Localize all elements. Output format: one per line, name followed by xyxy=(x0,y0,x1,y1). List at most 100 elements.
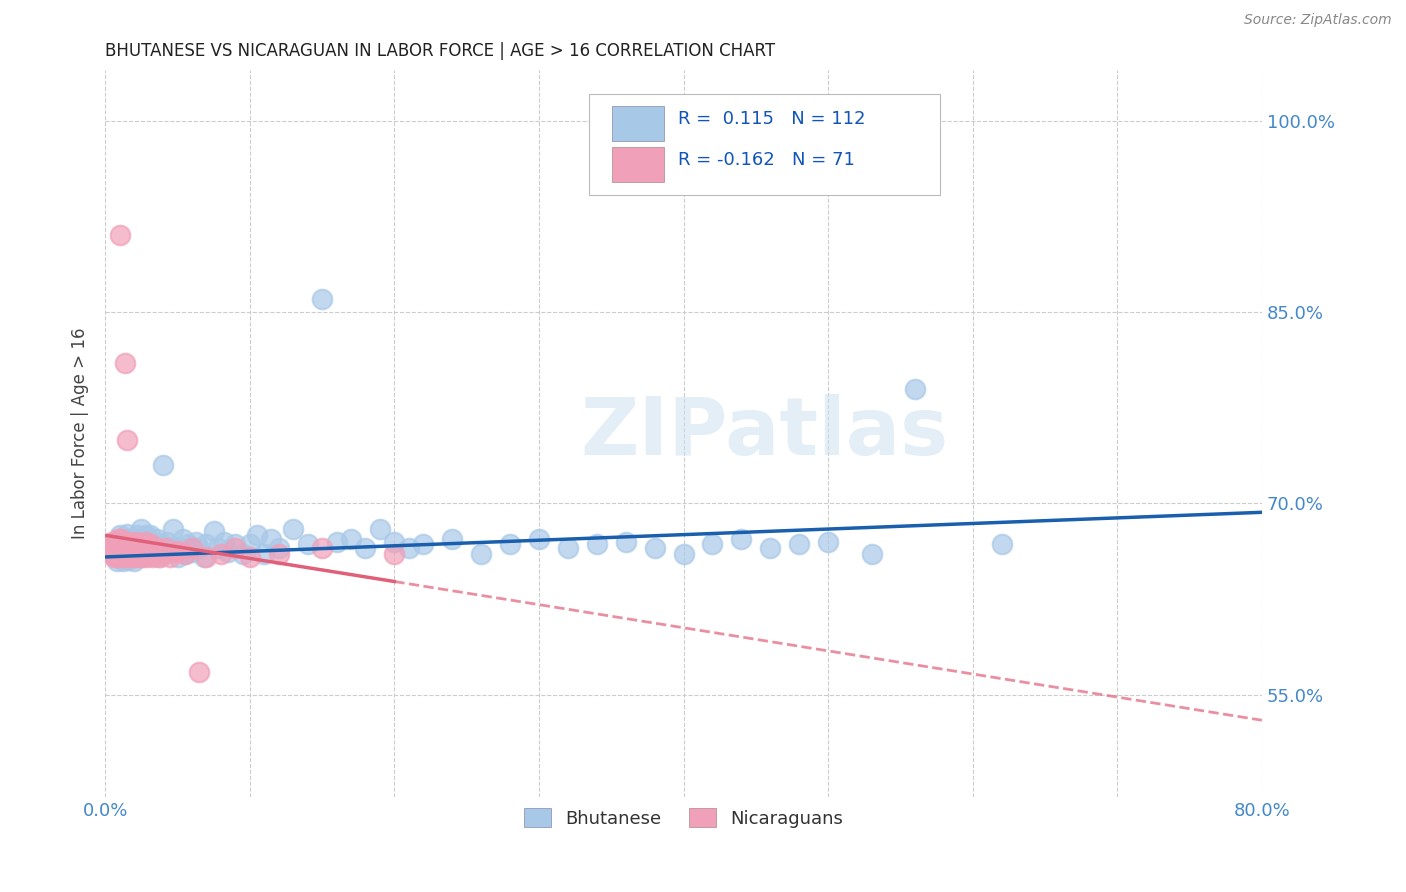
Point xyxy=(100,548,122,562)
Point xyxy=(188,665,211,679)
Point xyxy=(131,534,153,549)
Point xyxy=(173,548,195,562)
Point xyxy=(239,537,262,551)
Text: R = -0.162   N = 71: R = -0.162 N = 71 xyxy=(678,151,855,169)
Point xyxy=(115,433,138,447)
Point xyxy=(121,543,143,558)
Point xyxy=(125,537,148,551)
Point xyxy=(340,532,363,546)
Point xyxy=(98,537,121,551)
Y-axis label: In Labor Force | Age > 16: In Labor Force | Age > 16 xyxy=(72,327,89,539)
Point xyxy=(115,549,138,564)
Point xyxy=(101,548,124,562)
Point xyxy=(156,534,179,549)
Point xyxy=(117,537,139,551)
Point xyxy=(311,541,333,555)
Point xyxy=(129,537,152,551)
Legend: Bhutanese, Nicaraguans: Bhutanese, Nicaraguans xyxy=(517,801,851,835)
Point xyxy=(152,458,174,472)
Point xyxy=(155,541,177,555)
Point xyxy=(114,549,136,564)
Point xyxy=(193,549,215,564)
Point xyxy=(142,549,165,564)
Point xyxy=(101,541,124,555)
Point xyxy=(118,532,141,546)
Point xyxy=(143,545,166,559)
Point xyxy=(499,537,522,551)
Text: ZIPatlas: ZIPatlas xyxy=(581,394,949,472)
Point xyxy=(103,549,125,564)
Point xyxy=(129,548,152,562)
Point xyxy=(108,534,131,549)
Point xyxy=(129,541,152,555)
Point xyxy=(672,548,695,562)
Point xyxy=(195,549,218,564)
Point xyxy=(122,532,145,546)
Point xyxy=(311,293,333,307)
Point xyxy=(232,548,254,562)
Point xyxy=(107,537,129,551)
Point xyxy=(120,549,142,564)
Point xyxy=(149,537,172,551)
Point xyxy=(146,541,169,555)
Point xyxy=(125,534,148,549)
Point xyxy=(224,541,246,555)
Point xyxy=(142,537,165,551)
Point xyxy=(787,537,810,551)
Point xyxy=(384,534,406,549)
Point xyxy=(172,532,194,546)
Point xyxy=(702,537,724,551)
Point xyxy=(105,548,128,562)
Point xyxy=(115,527,138,541)
Point xyxy=(124,548,146,562)
Point xyxy=(283,522,305,536)
Point xyxy=(108,549,131,564)
Point xyxy=(114,356,136,370)
Point xyxy=(202,524,225,539)
Point xyxy=(159,541,181,555)
Point xyxy=(127,541,149,555)
Point xyxy=(117,537,139,551)
Point xyxy=(117,549,139,564)
Point xyxy=(117,552,139,566)
Point xyxy=(107,548,129,562)
Point xyxy=(188,541,211,555)
Point xyxy=(118,541,141,555)
Point xyxy=(135,548,157,562)
Text: R =  0.115   N = 112: R = 0.115 N = 112 xyxy=(678,110,865,128)
Point xyxy=(148,549,170,564)
Point xyxy=(162,522,184,536)
Point xyxy=(143,548,166,562)
Text: BHUTANESE VS NICARAGUAN IN LABOR FORCE | AGE > 16 CORRELATION CHART: BHUTANESE VS NICARAGUAN IN LABOR FORCE |… xyxy=(105,42,775,60)
Point xyxy=(149,549,172,564)
Point xyxy=(152,541,174,555)
Point xyxy=(121,537,143,551)
Point xyxy=(134,548,156,562)
Point xyxy=(122,541,145,555)
Point xyxy=(817,534,839,549)
Point xyxy=(132,549,155,564)
Point xyxy=(127,533,149,548)
Point xyxy=(108,545,131,559)
Point xyxy=(122,541,145,555)
Point xyxy=(145,541,167,555)
Point xyxy=(127,549,149,564)
Point xyxy=(470,548,492,562)
Point xyxy=(267,541,290,555)
Point xyxy=(138,543,160,558)
Point xyxy=(217,545,239,559)
Point xyxy=(110,532,132,546)
Point xyxy=(125,545,148,559)
Point xyxy=(131,545,153,559)
Point xyxy=(163,545,186,559)
Point xyxy=(125,528,148,542)
Text: Source: ZipAtlas.com: Source: ZipAtlas.com xyxy=(1244,13,1392,28)
Point xyxy=(166,543,188,558)
Bar xyxy=(612,106,664,141)
Point xyxy=(159,549,181,564)
FancyBboxPatch shape xyxy=(589,94,941,194)
Point xyxy=(124,537,146,551)
Point xyxy=(246,528,269,542)
Point xyxy=(110,541,132,555)
Point xyxy=(860,548,883,562)
